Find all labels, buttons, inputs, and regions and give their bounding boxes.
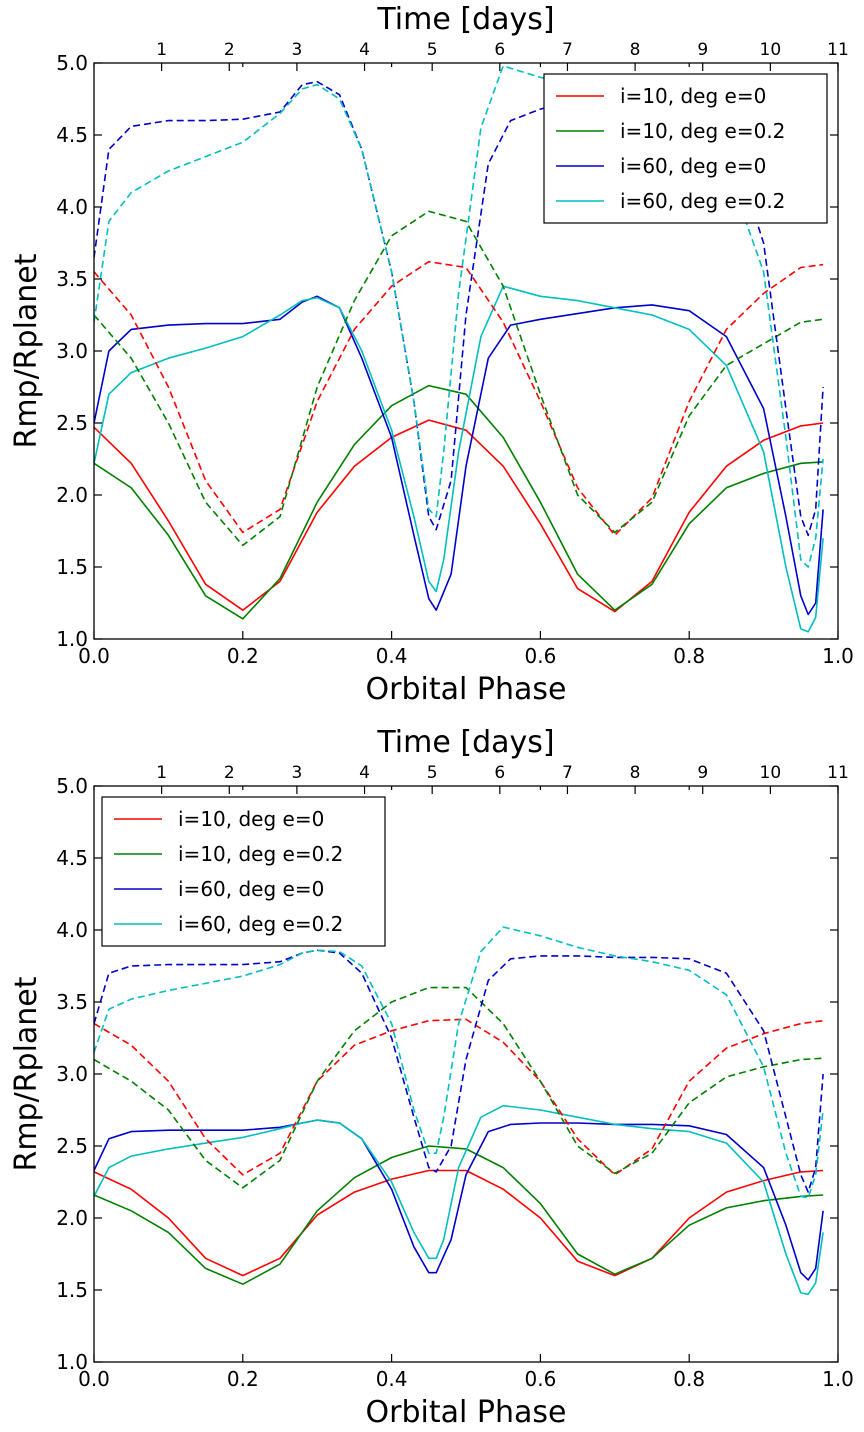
y-tick-label: 2.0 (56, 1206, 88, 1230)
series-line-1 (94, 384, 824, 620)
top-tick-label: 4 (359, 763, 370, 783)
top-tick-label: 7 (562, 763, 573, 783)
chart-panel-bottom: 0.0 0.2 0.4 0.6 0.8 1.0 1.0 1.5 2.0 2.5 3.0 3.5 4.0 4… (9, 725, 854, 1430)
legend-box (543, 73, 828, 224)
x-tick-label: 0.0 (78, 644, 110, 668)
x-tick-label: 0.4 (376, 1367, 408, 1391)
dashed-series-line-7 (94, 926, 824, 1199)
x-tick-label: 0.6 (524, 644, 556, 668)
legend-label: i=10, deg e=0.2 (178, 842, 343, 866)
y-axis-label: Rmp/Rplanet (9, 976, 44, 1171)
y-tick-label: 3.0 (56, 339, 88, 363)
dashed-series-line-4 (94, 260, 824, 537)
y-tick-label: 4.5 (56, 123, 88, 147)
y-tick-label: 1.5 (56, 1278, 88, 1302)
y-tick-label: 4.0 (56, 918, 88, 942)
top-tick-label: 6 (494, 40, 505, 60)
top-tick-label: 11 (827, 40, 849, 60)
series-line-2 (94, 1119, 824, 1281)
legend-label: i=60, deg e=0 (178, 877, 324, 901)
y-axis-label: Rmp/Rplanet (9, 253, 44, 448)
top-tick-label: 9 (697, 763, 708, 783)
y-tick-label: 2.0 (56, 483, 88, 507)
top-tick-label: 10 (760, 40, 782, 60)
y-tick-label: 5.0 (56, 774, 88, 798)
series-line-2 (94, 295, 824, 616)
top-axis-label: Time [days] (376, 725, 554, 760)
top-tick-label: 11 (827, 763, 849, 783)
x-tick-label: 0.4 (376, 644, 408, 668)
top-axis-label: Time [days] (376, 2, 554, 37)
series-line-3 (94, 285, 824, 633)
series-line-3 (94, 1104, 824, 1296)
top-tick-label: 7 (562, 40, 573, 60)
x-tick-label: 0.8 (673, 1367, 705, 1391)
legend-label: i=60, deg e=0.2 (178, 912, 343, 936)
legend-label: i=60, deg e=0.2 (620, 189, 785, 213)
x-tick-label: 0.2 (227, 1367, 259, 1391)
legend-box (101, 796, 386, 947)
top-tick-label: 3 (291, 763, 302, 783)
y-tick-label: 1.0 (56, 1350, 88, 1374)
top-tick-label: 1 (156, 40, 167, 60)
legend-label: i=10, deg e=0 (178, 807, 324, 831)
y-tick-label: 5.0 (56, 51, 88, 75)
legend-label: i=10, deg e=0 (620, 84, 766, 108)
top-tick-label: 10 (760, 763, 782, 783)
legend-label: i=10, deg e=0.2 (620, 119, 785, 143)
top-tick-label: 6 (494, 763, 505, 783)
legend-label: i=60, deg e=0 (620, 154, 766, 178)
top-tick-label: 3 (291, 40, 302, 60)
dashed-series-line-5 (94, 210, 824, 547)
y-tick-label: 1.5 (56, 555, 88, 579)
y-tick-label: 3.5 (56, 990, 88, 1014)
top-tick-label: 8 (630, 763, 641, 783)
y-tick-label: 1.0 (56, 627, 88, 651)
x-axis-label: Orbital Phase (366, 1395, 567, 1430)
legend: i=10, deg e=0 i=10, deg e=0.2 i=60, deg e=… (543, 73, 828, 224)
series-line-0 (94, 419, 824, 613)
top-tick-label: 1 (156, 763, 167, 783)
dashed-series-line-5 (94, 986, 824, 1189)
x-tick-label: 0.8 (673, 644, 705, 668)
top-tick-label: 2 (224, 763, 235, 783)
y-tick-label: 4.0 (56, 195, 88, 219)
x-axis-label: Orbital Phase (366, 672, 567, 707)
top-tick-label: 5 (427, 763, 438, 783)
dashed-series-line-7 (94, 65, 824, 568)
y-tick-label: 3.0 (56, 1062, 88, 1086)
dashed-series-line-4 (94, 1018, 824, 1176)
legend: i=10, deg e=0 i=10, deg e=0.2 i=60, deg e=… (101, 796, 386, 947)
plot-area (94, 65, 824, 633)
chart-panel-top: 0.0 0.2 0.4 0.6 0.8 1.0 1.0 1.5 2.0 2.5 3.0 3.5 4.0 4… (9, 2, 854, 707)
top-tick-label: 8 (630, 40, 641, 60)
x-tick-label: 0.2 (227, 644, 259, 668)
x-tick-label: 0.0 (78, 1367, 110, 1391)
y-tick-label: 2.5 (56, 1134, 88, 1158)
top-tick-label: 4 (359, 40, 370, 60)
y-tick-label: 3.5 (56, 267, 88, 291)
top-tick-label: 2 (224, 40, 235, 60)
dashed-series-line-6 (94, 80, 824, 537)
x-tick-label: 0.6 (524, 1367, 556, 1391)
y-tick-label: 4.5 (56, 846, 88, 870)
plot-area (94, 926, 824, 1296)
top-tick-label: 5 (427, 40, 438, 60)
top-tick-label: 9 (697, 40, 708, 60)
series-line-0 (94, 1169, 824, 1277)
x-tick-label: 1.0 (822, 644, 854, 668)
dashed-series-line-6 (94, 949, 824, 1193)
x-tick-label: 1.0 (822, 1367, 854, 1391)
y-tick-label: 2.5 (56, 411, 88, 435)
